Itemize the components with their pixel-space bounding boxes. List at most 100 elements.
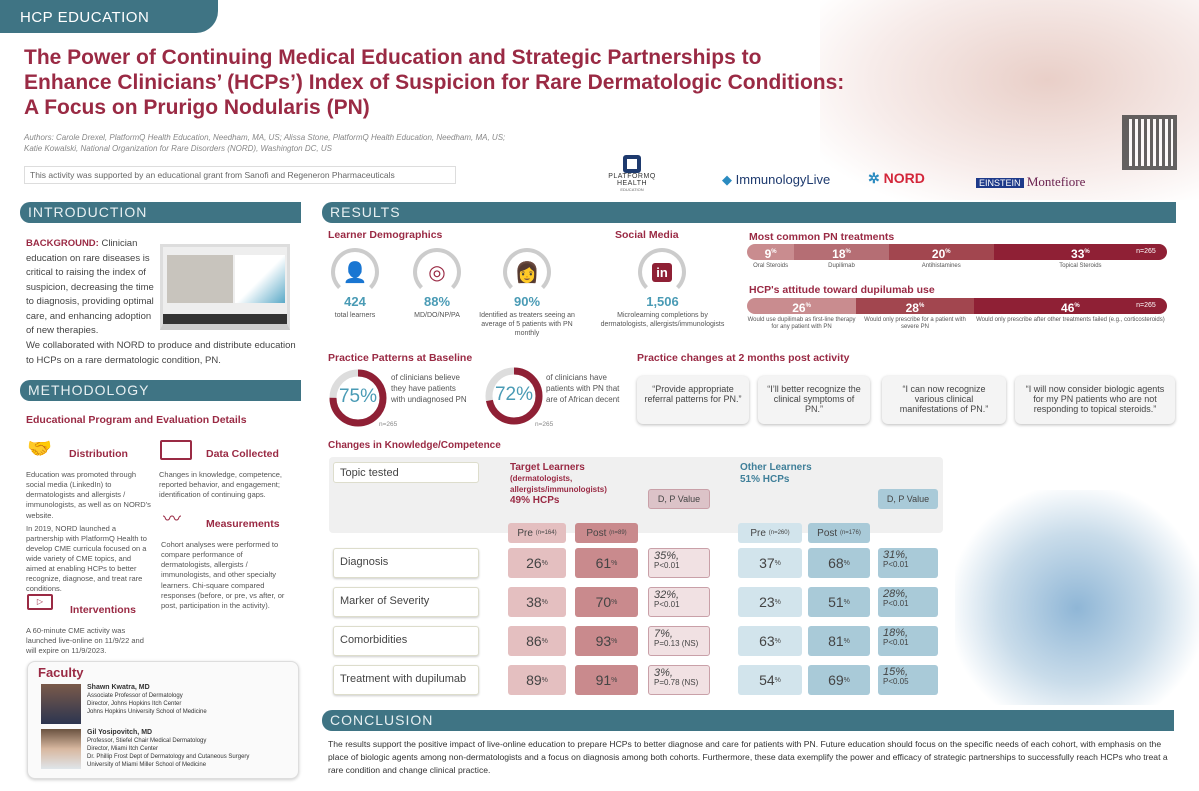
faculty-photo [41,684,81,724]
attitude-title: HCP's attitude toward dupilumab use [749,284,935,296]
target-d-header: D, P Value [648,489,710,509]
pre-n: (n=164) [535,530,557,536]
target-learners-header: Target Learners (dermatologists, allergi… [510,462,630,506]
handshake-icon: 🤝 [27,438,52,460]
stat-social: 1,506 Microlearning completions by dermat… [600,294,725,329]
n-label: n=265 [1136,302,1156,309]
qr-code[interactable] [1122,115,1177,170]
baseline-title: Practice Patterns at Baseline [328,352,473,364]
target-d-cell: 7%, P=0.13 (NS) [648,626,710,656]
faculty-member: Shawn Kwatra, MD Associate Professor of … [87,684,207,716]
methodology-header: METHODOLOGY [20,380,301,401]
other-pre-cell: 37% [738,548,802,578]
donut-arc [485,367,543,425]
target-post-cell: 70% [575,587,638,617]
bar-segment: 26% [747,298,857,315]
target-post-header: Post (n=89) [575,523,638,543]
video-play-icon: ▷ [27,594,53,610]
baseline-donut-2 [485,367,543,425]
stat-label: total learners [334,311,376,319]
data-collected-title: Data Collected [206,448,279,460]
topic-cell: Comorbidities [333,626,479,656]
other-d-cell: 18%, P<0.01 [878,626,938,656]
faculty-line: Professor, Stiefel Chair Medical Dermato… [87,738,207,744]
linkedin-icon[interactable]: in [638,248,686,296]
laptop-chart-icon [160,440,192,460]
segment-label: Would use dupilimab as first-line therap… [747,317,856,331]
target-post-cell: 61% [575,548,638,578]
post-label: Post [586,527,607,539]
target-pre-header: Pre (n=164) [508,523,566,543]
donut-arc [329,369,387,427]
bar-segment: 20% [888,244,994,261]
measurements-title: Measurements [206,518,280,530]
authors-line: Katie Kowalski, National Organization fo… [24,144,332,153]
logo-einstein-montefiore: EINSTEIN Montefiore [976,174,1085,190]
other-pre-cell: 63% [738,626,802,656]
other-post-cell: 69% [808,665,870,695]
logo-text: NORD [883,170,925,186]
quote-card: “I can now recognize various clinical ma… [882,376,1006,424]
baseline-value: 75% [338,386,378,407]
conclusion-text: The results support the positive impact … [328,739,1168,775]
faculty-line: Associate Professor of Dermatology [87,693,183,699]
segment-label: Would only prescribe for a patient with … [864,317,966,331]
target-title: Target Learners [510,462,585,473]
background-body: Clinician education on rare diseases is … [26,238,154,336]
quote-card: “Provide appropriate referral patterns f… [637,376,749,424]
topic-header: Topic tested [333,462,479,483]
target-sub: (dermatologists, allergists/immunologist… [510,474,607,494]
female-doctor-icon: 👩 [503,248,551,296]
faculty-member: Gil Yosipovitch, MD Professor, Stiefel C… [87,729,249,769]
logo-text: Montefiore [1026,174,1086,189]
other-post-cell: 68% [808,548,870,578]
other-learners-header: Other Learners 51% HCPs [740,462,812,486]
post-label: Post [817,527,838,539]
quote-card: “I’ll better recognize the clinical symp… [758,376,870,424]
other-post-header: Post (n=176) [808,523,870,543]
other-post-cell: 51% [808,587,870,617]
other-pre-cell: 23% [738,587,802,617]
stat-value: 90% [513,294,541,309]
other-pre-cell: 54% [738,665,802,695]
other-d-cell: 31%, P<0.01 [878,548,938,578]
grant-note: This activity was supported by an educat… [24,166,456,184]
other-d-header: D, P Value [878,489,938,509]
target-pre-cell: 38% [508,587,566,617]
stat-value: 424 [344,294,366,309]
target-post-cell: 91% [575,665,638,695]
faculty-panel: Faculty Shawn Kwatra, MD Associate Profe… [27,661,299,779]
section-tab: HCP EDUCATION [0,0,218,33]
title-line: A Focus on Prurigo Nodularis (PN) [24,96,370,119]
distribution-p2: In 2019, NORD launched a partnership wit… [26,523,147,594]
target-pre-cell: 89% [508,665,566,695]
measurements-text: Cohort analyses were performed to compar… [161,540,285,610]
interventions-title: Interventions [70,604,136,616]
authors-line: Authors: Carole Drexel, PlatformQ Health… [24,133,506,142]
network-icon: ✲ [868,170,880,186]
results-header: RESULTS [322,202,1176,223]
baseline-donut-1 [329,369,387,427]
bar-segment: 9% [747,244,795,261]
stat-value: 88% [423,294,451,309]
line-graph-icon: 〰 [163,509,181,529]
distribution-p1: Education was promoted through social me… [26,470,151,520]
doctors-photo [955,490,1199,705]
logo-text: ImmunologyLive [735,172,831,187]
logo-text: EDUCATION [620,187,644,192]
segment-label: Antihistamines [921,263,961,269]
topic-cell: Treatment with dupilumab [333,665,479,695]
pre-label: Pre [517,527,533,539]
faculty-line: Johns Hopkins University School of Medic… [87,709,207,715]
pre-label: Pre [750,527,766,539]
stat-label: MD/DO/NP/PA [414,311,460,319]
title-line: The Power of Continuing Medical Educatio… [24,46,762,69]
stat-treaters: 90% Identified as treaters seeing an aver… [477,294,577,338]
stat-md-do: 88% MD/DO/NP/PA [405,294,469,320]
introduction-header: INTRODUCTION [20,202,301,223]
data-collected-text: Changes in knowledge, competence, report… [159,470,282,500]
post-n: (n=89) [609,530,627,536]
collab-text: We collaborated with NORD to produce and… [26,340,296,366]
bar-segment: 46% [973,298,1167,315]
target-pct: 49% HCPs [510,495,560,506]
